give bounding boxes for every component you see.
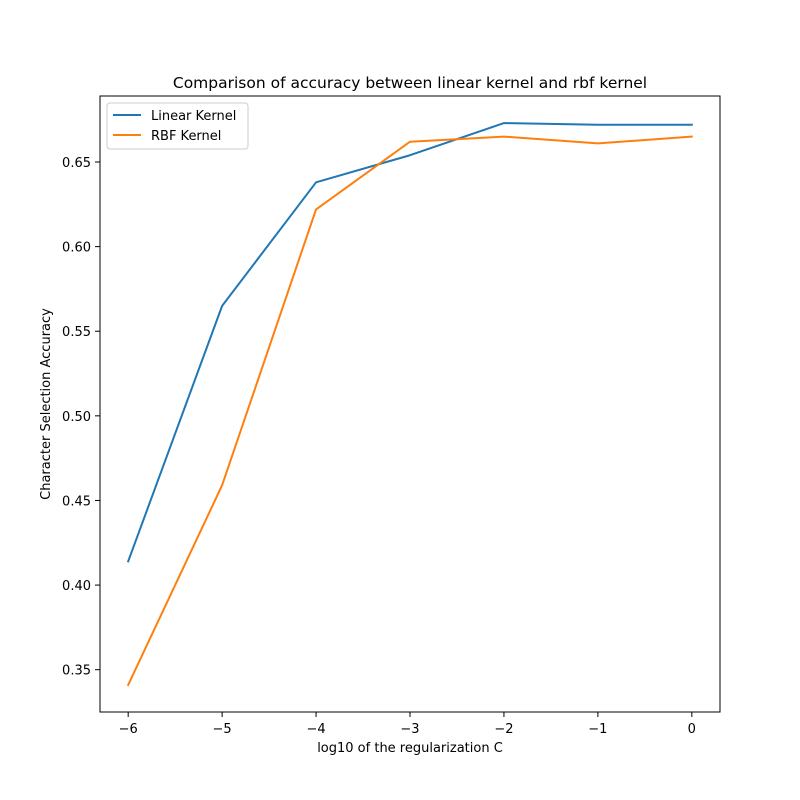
y-tick-label: 0.55: [62, 325, 91, 340]
y-tick-label: 0.50: [62, 410, 91, 425]
x-tick-label: −2: [494, 722, 513, 737]
y-tick-label: 0.35: [62, 664, 91, 679]
x-tick-label: −6: [119, 722, 138, 737]
x-axis-label: log10 of the regularization C: [317, 741, 503, 756]
y-tick-label: 0.40: [62, 579, 91, 594]
series-line-rbf-kernel: [126, 135, 693, 687]
x-tick-label: −5: [213, 722, 232, 737]
x-tick-label: −3: [400, 722, 419, 737]
y-axis-ticks: 0.35 0.40 0.45 0.50 0.55 0.60 0.65: [62, 156, 100, 679]
y-tick-label: 0.45: [62, 494, 91, 509]
y-tick-label: 0.65: [62, 156, 91, 171]
x-axis-ticks: −6 −5 −4 −3 −2 −1 0: [119, 712, 696, 737]
legend-label-rbf-kernel: RBF Kernel: [151, 129, 221, 144]
x-tick-label: −1: [588, 722, 607, 737]
legend: Linear Kernel RBF Kernel: [106, 102, 249, 150]
y-axis-label: Character Selection Accuracy: [39, 308, 54, 500]
legend-label-linear-kernel: Linear Kernel: [151, 109, 236, 124]
plot-frame: [99, 95, 721, 713]
series-layer: [126, 122, 693, 687]
x-tick-label: −4: [306, 722, 325, 737]
legend-box: [106, 102, 249, 150]
x-tick-label: 0: [688, 722, 696, 737]
series-line-linear-kernel: [126, 122, 693, 563]
chart-title: Comparison of accuracy between linear ke…: [173, 74, 647, 92]
y-tick-label: 0.60: [62, 241, 91, 256]
